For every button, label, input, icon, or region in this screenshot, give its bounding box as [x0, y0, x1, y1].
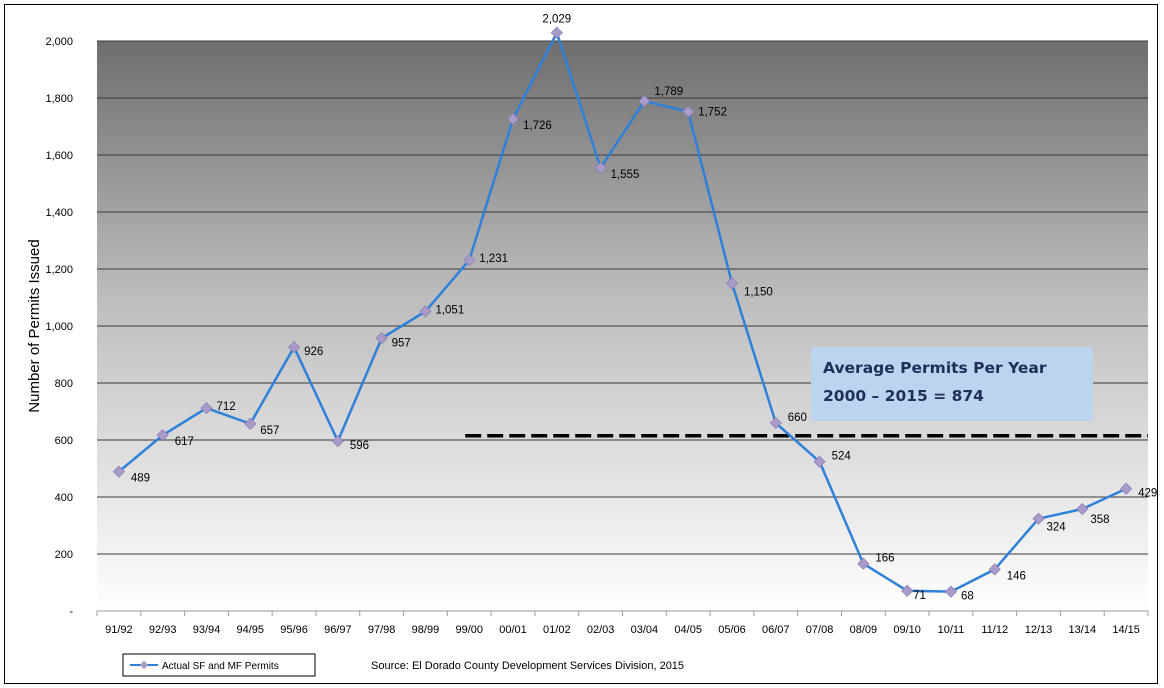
data-label: 596 [350, 440, 369, 452]
data-label: 1,789 [654, 86, 683, 98]
data-label: 957 [392, 337, 411, 349]
data-label: 1,726 [523, 120, 552, 132]
data-point-marker [769, 416, 782, 429]
y-tick-label: 200 [55, 549, 73, 561]
data-label: 324 [1047, 522, 1067, 534]
legend-box [122, 653, 316, 677]
data-label: 926 [304, 346, 323, 358]
data-point-marker [287, 341, 301, 354]
data-point-marker [857, 557, 870, 570]
average-annotation: Average Permits Per Year 2000 – 2015 = 8… [811, 347, 1093, 421]
y-tick-label: 800 [55, 378, 73, 390]
data-point-marker [944, 585, 958, 598]
y-tick-label: 1,000 [45, 321, 73, 333]
x-tick-label: 94/95 [237, 624, 265, 636]
series-line [118, 31, 1127, 593]
data-point-marker [638, 95, 651, 108]
data-point-marker [594, 161, 607, 174]
source-note: Source: El Dorado County Development Ser… [371, 660, 684, 672]
data-label: 2,029 [542, 14, 571, 26]
data-point-marker [1120, 482, 1133, 495]
x-tick-label: 91/92 [105, 624, 133, 636]
gridlines [97, 40, 1148, 612]
data-point-marker [244, 417, 257, 430]
x-tick-label: 03/04 [631, 624, 659, 636]
chart-frame: 91/92 92/93 93/94 94/95 95/96 96/97 97/98 98/99… [4, 4, 1158, 684]
y-tick-label: 1,800 [45, 93, 73, 105]
y-axis-label: Number of Permits Issued [26, 239, 43, 412]
data-label: 657 [260, 425, 279, 437]
x-tick-label: 97/98 [368, 624, 396, 636]
line-chart: 91/92 92/93 93/94 94/95 95/96 96/97 97/98 98/99… [26, 14, 1157, 677]
data-point-marker [463, 254, 476, 267]
x-axis: 91/92 92/93 93/94 94/95 95/96 96/97 97/98 98/99… [96, 610, 1149, 636]
x-tick-label: 09/10 [893, 624, 921, 636]
data-label: 1,051 [435, 304, 464, 316]
x-tick-label: 14/15 [1112, 624, 1140, 636]
data-label: 524 [832, 451, 852, 463]
data-point-marker [156, 429, 169, 442]
legend-label: Actual SF and MF Permits [162, 661, 279, 672]
average-annotation-box [811, 347, 1093, 421]
data-point-marker [813, 455, 826, 468]
data-point-marker [682, 105, 695, 118]
data-label: 146 [1007, 570, 1026, 582]
x-tick-label: 08/09 [850, 624, 878, 636]
data-label: 1,752 [698, 107, 727, 119]
data-label: 68 [961, 591, 974, 603]
data-label: 660 [788, 412, 807, 424]
data-point-marker [506, 113, 520, 126]
data-label: 617 [175, 436, 194, 448]
data-point-marker [200, 401, 213, 415]
average-annotation-line2: 2000 – 2015 = 874 [823, 387, 984, 405]
data-point-marker [419, 305, 432, 318]
data-label: 1,231 [479, 253, 508, 265]
data-label: 712 [216, 401, 235, 413]
x-tick-label: 96/97 [324, 624, 352, 636]
x-tick-label: 05/06 [718, 624, 746, 636]
data-point-marker [1032, 512, 1045, 525]
y-tick-label: 1,200 [45, 264, 73, 276]
y-tick-label: 2,000 [45, 36, 73, 48]
average-annotation-line1: Average Permits Per Year [823, 359, 1047, 377]
data-point-marker [988, 563, 1001, 576]
y-tick-label: - [69, 606, 73, 618]
x-tick-label: 04/05 [674, 624, 702, 636]
series-layer: 489 617 712 657 926 596 957 1,051 1,231 1,726 2,02… [112, 14, 1157, 603]
x-tick-label: 13/14 [1069, 624, 1097, 636]
y-axis: - 200 400 600 800 1,000 1,200 1,400 1,600 1,800 2,… [45, 36, 73, 618]
x-tick-label: 93/94 [193, 624, 221, 636]
x-tick-label: 06/07 [762, 624, 790, 636]
y-tick-label: 600 [55, 435, 73, 447]
x-tick-label: 10/11 [938, 624, 965, 636]
data-point-marker [550, 26, 563, 39]
x-tick-label: 02/03 [587, 624, 615, 636]
data-label: 429 [1138, 488, 1157, 500]
y-tick-label: 1,600 [45, 150, 73, 162]
x-tick-label: 11/12 [981, 624, 1008, 636]
data-label: 358 [1090, 514, 1109, 526]
data-label: 71 [913, 590, 926, 602]
x-tick-label: 12/13 [1025, 624, 1053, 636]
x-tick-label: 95/96 [280, 624, 308, 636]
x-tick-label: 98/99 [412, 624, 440, 636]
data-point-marker [901, 584, 914, 597]
x-tick-label: 92/93 [149, 624, 177, 636]
data-point-marker [725, 277, 739, 290]
y-tick-label: 400 [55, 492, 73, 504]
x-tick-label: 99/00 [455, 624, 483, 636]
y-tick-label: 1,400 [45, 207, 73, 219]
data-label: 489 [131, 473, 150, 485]
legend: Actual SF and MF Permits [122, 653, 316, 677]
x-tick-label: 00/01 [499, 624, 527, 636]
x-tick-label: 01/02 [543, 624, 571, 636]
x-tick-label: 07/08 [806, 624, 834, 636]
data-point-marker [1076, 502, 1089, 516]
data-point-marker [112, 465, 125, 478]
data-point-marker [375, 332, 388, 345]
data-label: 1,150 [744, 286, 773, 298]
data-point-marker [331, 435, 344, 448]
data-label: 1,555 [611, 169, 640, 181]
data-label: 166 [875, 553, 894, 565]
